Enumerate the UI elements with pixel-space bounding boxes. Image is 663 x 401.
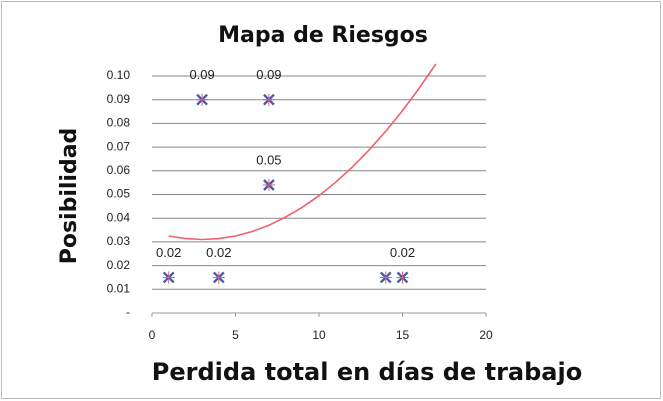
point — [262, 93, 275, 106]
y-tick-label: 0.02 — [107, 258, 131, 272]
point — [396, 271, 409, 284]
x-tick-label: 0 — [149, 328, 156, 342]
y-tick-label: 0.10 — [107, 68, 131, 82]
data-label: 0.02 — [156, 245, 181, 260]
point-cross — [212, 271, 225, 284]
x-tick-label: 10 — [312, 328, 326, 342]
point-cross — [196, 93, 209, 106]
point — [262, 179, 275, 192]
y-tick-label: 0.09 — [107, 92, 131, 106]
x-tick-label: 5 — [232, 328, 239, 342]
y-axis-label: Posibilidad — [57, 128, 82, 265]
point — [196, 93, 209, 106]
point — [212, 271, 225, 284]
point-cross — [262, 93, 275, 106]
point-cross — [379, 271, 392, 284]
data-label: 0.05 — [256, 152, 281, 167]
point-cross — [262, 179, 275, 192]
x-tick-label: 15 — [396, 328, 410, 342]
point-cross — [396, 271, 409, 284]
y-tick-label: 0.03 — [107, 234, 131, 248]
data-label: 0.09 — [256, 67, 281, 82]
y-tick-label: 0.05 — [107, 187, 131, 201]
x-tick-label: 20 — [479, 328, 493, 342]
x-axis-label: Perdida total en días de trabajo — [152, 358, 582, 386]
y-tick-label: 0.06 — [107, 163, 131, 177]
point — [379, 271, 392, 284]
y-tick-label: 0.01 — [107, 281, 131, 295]
y-tick-label: 0.08 — [107, 116, 131, 130]
data-label: 0.02 — [206, 245, 231, 260]
point-cross — [162, 271, 175, 284]
point — [162, 271, 175, 284]
chart-title: Mapa de Riesgos — [218, 23, 428, 48]
data-label: 0.09 — [189, 67, 214, 82]
y-tick-label: 0.04 — [107, 210, 131, 224]
y-tick-label: 0.07 — [107, 139, 131, 153]
data-label: 0.02 — [390, 245, 415, 260]
trendline — [168, 63, 437, 241]
y-tick-label: - — [126, 305, 130, 319]
